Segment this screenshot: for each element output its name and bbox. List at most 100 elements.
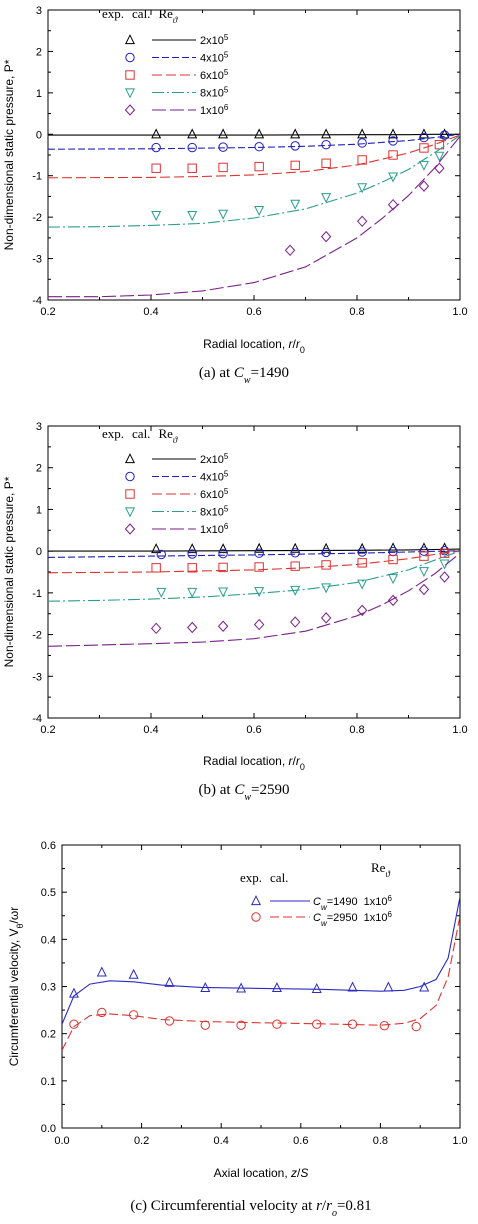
legend-header: exp. cal. bbox=[240, 870, 288, 885]
legend-label: Cw=1490 1x106 bbox=[313, 894, 393, 912]
x-label-var2: S bbox=[300, 1166, 308, 1180]
x-label-var2: r bbox=[296, 337, 301, 351]
exp-point bbox=[187, 563, 197, 573]
exp-point bbox=[388, 136, 398, 146]
exp-point bbox=[321, 542, 332, 553]
legend-cal: cal. bbox=[132, 6, 150, 21]
exp-point bbox=[218, 548, 228, 559]
exp-point bbox=[388, 574, 399, 585]
exp-point bbox=[388, 554, 398, 565]
legend-re-exp: 5 bbox=[224, 50, 229, 59]
y-tick-label: -2 bbox=[32, 212, 42, 224]
legend-re-base: 1x10 bbox=[200, 524, 224, 536]
legend-row: 1x106 bbox=[124, 103, 229, 117]
exp-point bbox=[418, 583, 430, 596]
exp-point bbox=[357, 138, 367, 148]
panel-caption: (c) Circumferential velocity at r/ro=0.8… bbox=[130, 1198, 371, 1219]
legend-re-base: 2x10 bbox=[200, 35, 224, 47]
legend-cw-value: =1490 bbox=[327, 896, 358, 908]
exp-point bbox=[321, 158, 331, 168]
y-tick-label: -1 bbox=[32, 588, 42, 600]
exp-point bbox=[290, 128, 301, 139]
y-tick-label: 0 bbox=[36, 546, 42, 558]
y-tick-label: 0.1 bbox=[41, 1076, 56, 1088]
legend-marker bbox=[125, 70, 135, 80]
calc-curve bbox=[48, 550, 460, 574]
x-axis-label: Radial location, r/r0 bbox=[203, 337, 305, 355]
caption-sub: w bbox=[244, 792, 251, 803]
legend-re-base: 8x10 bbox=[200, 88, 224, 100]
exp-point bbox=[387, 198, 399, 211]
exp-point bbox=[439, 130, 450, 140]
panel-caption: (a) at Cw=1490 bbox=[199, 365, 289, 386]
exp-point bbox=[356, 604, 368, 617]
exp-point bbox=[290, 585, 301, 596]
exp-point bbox=[97, 1007, 107, 1018]
exp-point bbox=[312, 1019, 322, 1029]
caption-suffix: =1490 bbox=[251, 365, 289, 381]
legend-label: 1x106 bbox=[200, 522, 229, 537]
legend-re-base: 4x10 bbox=[200, 472, 224, 484]
x-label-var: r bbox=[289, 337, 294, 351]
legend-re-exp: 5 bbox=[224, 68, 229, 77]
calc-curve bbox=[48, 550, 460, 558]
y-tick-label: -1 bbox=[32, 171, 42, 183]
series-3 bbox=[48, 134, 460, 179]
legend-header: exp. cal. Reϑ bbox=[102, 6, 178, 25]
x-tick-label: 1.0 bbox=[452, 306, 467, 318]
exp-point bbox=[218, 543, 229, 554]
exp-point bbox=[434, 162, 445, 175]
legend-label: 8x105 bbox=[200, 504, 229, 519]
series-2 bbox=[48, 546, 460, 560]
legend-cw-sub: w bbox=[321, 903, 328, 912]
exp-point bbox=[254, 128, 265, 139]
legend-row: 4x105 bbox=[125, 50, 229, 65]
exp-point bbox=[347, 981, 358, 992]
legend-re-exp: 6 bbox=[224, 522, 229, 531]
legend-row: Cw=2950 1x106 bbox=[251, 910, 393, 928]
exp-point bbox=[419, 143, 429, 153]
legend-re-exp: 5 bbox=[224, 504, 229, 513]
exp-point bbox=[321, 583, 332, 594]
caption-prefix: (c) Circumferential velocity at bbox=[130, 1198, 316, 1214]
exp-point bbox=[418, 567, 429, 578]
exp-point bbox=[254, 548, 264, 558]
legend-re-exp: 5 bbox=[224, 33, 229, 42]
legend-re-sub: ϑ bbox=[173, 435, 178, 445]
exp-point bbox=[357, 183, 368, 194]
x-tick-label: 0.6 bbox=[293, 1135, 308, 1147]
exp-point bbox=[290, 542, 301, 553]
legend-cw-var: C bbox=[313, 896, 321, 908]
exp-point bbox=[218, 128, 229, 139]
exp-point bbox=[187, 587, 198, 598]
exp-point bbox=[236, 982, 247, 993]
y-label-text: Non-dimensional static pressure, P* bbox=[2, 59, 16, 250]
exp-point bbox=[200, 1020, 210, 1030]
exp-point bbox=[254, 542, 265, 553]
calc-curve bbox=[48, 134, 460, 179]
calc-curve bbox=[48, 133, 460, 136]
exp-point bbox=[187, 142, 197, 153]
y-tick-label: 0.6 bbox=[41, 840, 56, 852]
exp-point bbox=[187, 163, 197, 173]
exp-point bbox=[290, 616, 301, 628]
exp-point bbox=[418, 160, 429, 171]
exp-point bbox=[271, 981, 282, 993]
legend-marker bbox=[124, 453, 136, 464]
legend-re-base: 1x10 bbox=[200, 105, 224, 117]
legend-exp: exp. bbox=[102, 6, 124, 21]
exp-point bbox=[200, 981, 211, 993]
exp-point bbox=[151, 128, 162, 139]
exp-point bbox=[290, 141, 300, 151]
y-tick-label: -4 bbox=[32, 295, 42, 307]
exp-point bbox=[357, 128, 368, 139]
legend-re-exp: 6 bbox=[388, 894, 393, 903]
legend-re-text: Re bbox=[371, 860, 386, 875]
series-5 bbox=[48, 136, 460, 298]
x-label-var: z bbox=[290, 1166, 297, 1180]
exp-point bbox=[321, 128, 332, 139]
exp-point bbox=[439, 571, 450, 583]
plot-frame bbox=[61, 844, 461, 1129]
exp-point bbox=[439, 559, 450, 570]
exp-point bbox=[151, 543, 162, 554]
